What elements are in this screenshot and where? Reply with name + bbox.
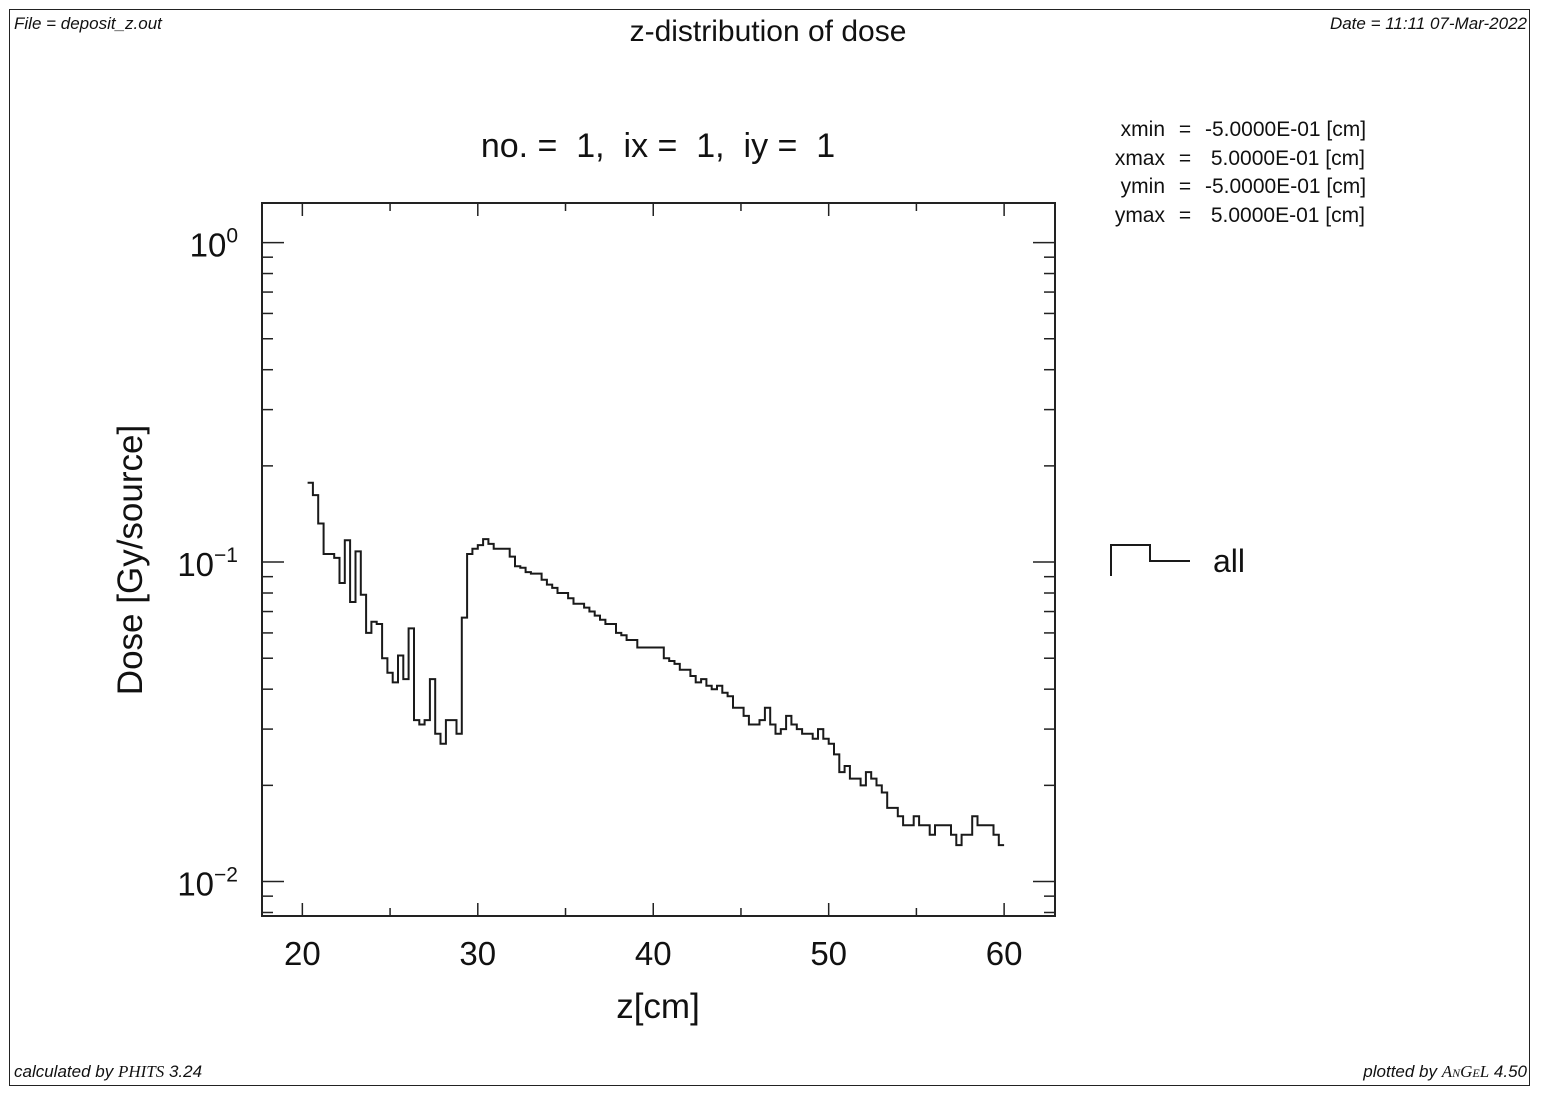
- x-tick-label: 60: [986, 935, 1023, 972]
- x-tick-label: 40: [635, 935, 672, 972]
- param-value: 5.0000E-01 [cm]: [1205, 203, 1365, 227]
- param-equals: =: [1178, 175, 1192, 198]
- file-label: File = deposit_z.out: [14, 14, 162, 33]
- date-label: Date = 11:11 07-Mar-2022: [1329, 14, 1527, 33]
- plotted-by-label: plotted by AnGeL 4.50: [1363, 1062, 1527, 1082]
- param-name: ymax: [1114, 203, 1165, 227]
- plotted-prefix: plotted by: [1363, 1062, 1442, 1081]
- param-equals: =: [1178, 146, 1192, 170]
- legend-label: all: [1213, 543, 1245, 579]
- angel-name: AnGeL: [1441, 1062, 1490, 1081]
- y-tick-label: 100: [190, 225, 238, 264]
- param-value: -5.0000E-01 [cm]: [1205, 175, 1367, 198]
- param-value: 5.0000E-01 [cm]: [1205, 146, 1365, 170]
- x-tick-label: 20: [284, 935, 321, 972]
- param-value: -5.0000E-01 [cm]: [1205, 118, 1367, 141]
- param-name: xmin: [1120, 118, 1165, 141]
- param-row: xmin = -5.0000E-01 [cm]: [1105, 116, 1366, 145]
- angel-version: 4.50: [1489, 1062, 1527, 1081]
- param-row: ymax = 5.0000E-01 [cm]: [1105, 202, 1366, 231]
- param-equals: =: [1178, 203, 1192, 227]
- series-line-all: [307, 481, 1005, 847]
- x-axis-label: z[cm]: [616, 987, 700, 1026]
- figure-frame: [9, 9, 1530, 1086]
- calculated-prefix: calculated by: [14, 1062, 118, 1081]
- x-tick-label: 50: [810, 935, 847, 972]
- parameter-block: xmin = -5.0000E-01 [cm] xmax = 5.0000E-01 […: [1105, 116, 1366, 230]
- param-row: xmax = 5.0000E-01 [cm]: [1105, 145, 1366, 174]
- calculated-by-label: calculated by PHITS 3.24: [14, 1062, 202, 1082]
- phits-version: 3.24: [164, 1062, 203, 1081]
- param-name: ymin: [1120, 175, 1165, 198]
- y-axis-label: Dose [Gy/source]: [111, 425, 150, 695]
- phits-name: PHITS: [117, 1062, 165, 1081]
- x-tick-labels: 20 30 40 50 60: [284, 935, 1022, 972]
- chart-subtitle: no. = 1, ix = 1, iy = 1: [481, 127, 835, 165]
- legend-swatch: [1110, 544, 1190, 576]
- y-tick-label: 10−2: [177, 864, 238, 903]
- plot-area: [261, 202, 1056, 917]
- param-row: ymin = -5.0000E-01 [cm]: [1105, 173, 1366, 202]
- y-tick-label: 10−1: [177, 544, 238, 583]
- y-tick-labels: 100 10−1 10−2: [177, 225, 238, 903]
- param-equals: =: [1178, 118, 1192, 141]
- x-tick-label: 30: [459, 935, 496, 972]
- axis-ticks: [262, 203, 1055, 916]
- chart-title: z-distribution of dose: [630, 15, 907, 48]
- param-name: xmax: [1114, 146, 1165, 170]
